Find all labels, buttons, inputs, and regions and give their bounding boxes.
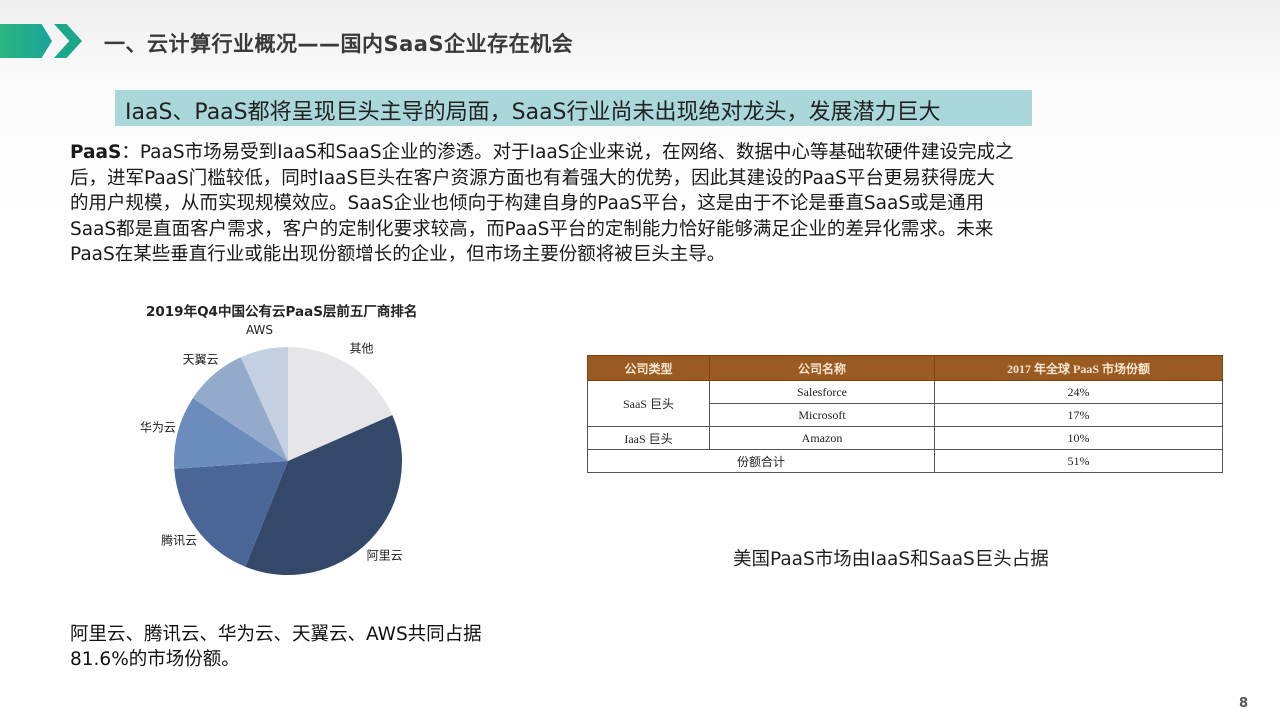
body-line: 后，进军PaaS门槛较低，同时IaaS巨头在客户资源方面也有着强大的优势，因此其… xyxy=(70,167,995,189)
pie-slice xyxy=(174,461,288,567)
table-total-row: 份额合计 51% xyxy=(587,449,1223,473)
company-name-cell: Salesforce xyxy=(709,380,935,404)
table-header-cell: 公司名称 xyxy=(709,355,935,381)
chart-title: 2019年Q4中国公有云PaaS层前五厂商排名 xyxy=(146,304,418,320)
caption-line: 阿里云、腾讯云、华为云、天翼云、AWS共同占据 xyxy=(70,624,482,645)
share-cell: 24% xyxy=(934,380,1223,404)
pie-slice xyxy=(192,357,288,461)
share-cell: 17% xyxy=(934,403,1223,427)
body-line: PaaS在某些垂直行业或能出现份额增长的企业，但市场主要份额将被巨头主导。 xyxy=(70,244,726,265)
table-header-cell: 公司类型 xyxy=(587,355,710,381)
paas-share-table: 公司类型 公司名称 2017 年全球 PaaS 市场份额 SaaS 巨头 Sal… xyxy=(587,355,1223,473)
company-type-cell: SaaS 巨头 xyxy=(587,380,710,427)
pie-svg xyxy=(174,347,402,575)
body-line: SaaS都是直面客户需求，客户的定制化要求较高，而PaaS平台的定制能力恰好能够… xyxy=(70,218,994,240)
table-caption: 美国PaaS市场由IaaS和SaaS巨头占据 xyxy=(733,549,1049,570)
body-lead: PaaS xyxy=(70,142,122,163)
body-line: PaaS：PaaS市场易受到IaaS和SaaS企业的渗透。对于IaaS企业来说，… xyxy=(70,140,1150,166)
header-chevron-icon xyxy=(0,24,52,58)
pie-slice xyxy=(174,398,288,469)
total-share-cell: 51% xyxy=(934,449,1223,473)
pie-slice-label: 阿里云 xyxy=(366,548,403,563)
chart-caption: 阿里云、腾讯云、华为云、天翼云、AWS共同占据 81.6%的市场份额。 xyxy=(70,622,482,672)
page-title: 一、云计算行业概况——国内SaaS企业存在机会 xyxy=(104,32,574,56)
company-name-cell: Microsoft xyxy=(709,403,935,427)
pie-slice-label: 天翼云 xyxy=(182,352,219,367)
pie-chart: 2019年Q4中国公有云PaaS层前五厂商排名 其他阿里云 腾讯云 华为云 天翼云 AW… xyxy=(110,290,450,590)
total-label-cell: 份额合计 xyxy=(587,449,935,473)
body-paragraph: PaaS：PaaS市场易受到IaaS和SaaS企业的渗透。对于IaaS企业来说，… xyxy=(70,140,1150,268)
pie-slice-label: 华为云 xyxy=(139,420,176,435)
company-type-cell: IaaS 巨头 xyxy=(587,426,710,450)
table-row: Microsoft 17% xyxy=(588,403,1223,427)
page-number: 8 xyxy=(1238,696,1248,711)
company-name-cell: Amazon xyxy=(709,426,935,450)
pie-slice xyxy=(245,415,402,575)
table-row: IaaS 巨头 Amazon 10% xyxy=(587,426,1223,450)
caption-line: 81.6%的市场份额。 xyxy=(70,649,240,670)
table-row: SaaS 巨头 Salesforce 24% xyxy=(587,380,1223,427)
banner-text: IaaS、PaaS都将呈现巨头主导的局面，SaaS行业尚未出现绝对龙头，发展潜力… xyxy=(125,100,941,125)
share-cell: 10% xyxy=(934,426,1223,450)
highlight-banner: IaaS、PaaS都将呈现巨头主导的局面，SaaS行业尚未出现绝对龙头，发展潜力… xyxy=(115,90,1032,126)
body-line: 的用户规模，从而实现规模效应。SaaS企业也倾向于构建自身的PaaS平台，这是由… xyxy=(70,193,985,214)
pie-slice-label: 其他 xyxy=(349,341,374,356)
table-header-cell: 2017 年全球 PaaS 市场份额 xyxy=(934,355,1223,381)
body-line-text: ：PaaS市场易受到IaaS和SaaS企业的渗透。对于IaaS企业来说，在网络、… xyxy=(121,142,1014,163)
table-header-row: 公司类型 公司名称 2017 年全球 PaaS 市场份额 xyxy=(587,355,1223,381)
pie-slice xyxy=(288,347,393,461)
pie-slice-label: 腾讯云 xyxy=(161,533,198,548)
pie-slice-label: AWS xyxy=(245,322,273,337)
header-chevron-icon xyxy=(54,24,82,58)
pie-slice xyxy=(240,347,288,461)
